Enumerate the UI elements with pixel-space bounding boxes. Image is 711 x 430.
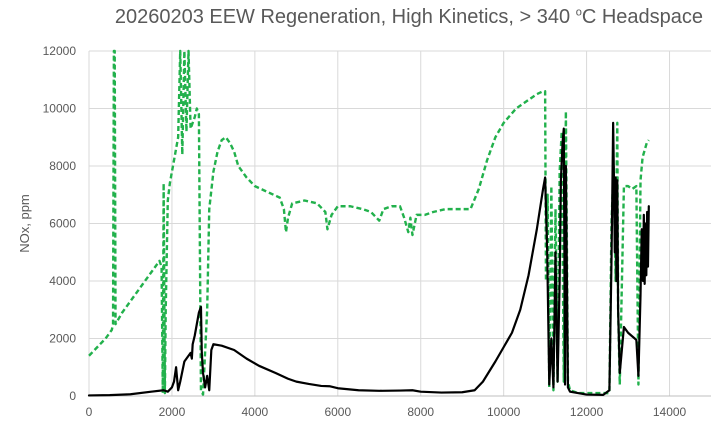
y-tick-label: 0 (69, 389, 76, 403)
axes (88, 51, 711, 397)
x-tick-label: 2000 (159, 405, 186, 419)
x-tick-label: 14000 (653, 405, 687, 419)
y-tick-label: 6000 (49, 217, 76, 231)
x-tick-label: 4000 (242, 405, 269, 419)
x-tick-label: 12000 (570, 405, 604, 419)
y-axis-title: NOx, ppm (17, 194, 32, 253)
y-tick-label: 4000 (49, 274, 76, 288)
chart-title-end: C Headspace (581, 6, 703, 28)
series-line-solid (87, 121, 650, 397)
y-tick-label: 12000 (43, 44, 77, 58)
tick-labels: 0 2000 4000 6000 8000 10000 12000 14000 0 2000 400… (43, 44, 687, 419)
gridlines (89, 50, 711, 396)
x-tick-label: 6000 (324, 405, 351, 419)
chart-title: 20260203 EEW Regeneration, High Kinetics… (0, 6, 703, 29)
x-tick-label: 0 (86, 405, 93, 419)
series-lines (87, 49, 650, 397)
y-tick-label: 2000 (49, 332, 76, 346)
y-tick-label: 8000 (49, 159, 76, 173)
x-tick-label: 8000 (407, 405, 434, 419)
chart-title-superscript: o (575, 6, 582, 19)
y-tick-label: 10000 (43, 102, 77, 116)
x-tick-label: 10000 (487, 405, 521, 419)
chart-title-main: 20260203 EEW Regeneration, High Kinetics… (114, 6, 576, 28)
